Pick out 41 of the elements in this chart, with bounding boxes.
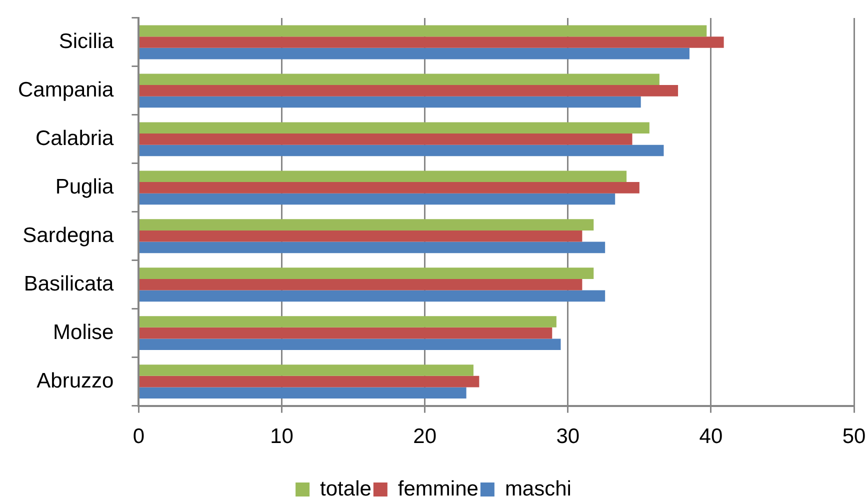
x-tick-label: 10: [270, 425, 294, 448]
bar: [139, 219, 594, 230]
bar: [139, 25, 707, 37]
y-tick-label: Molise: [53, 320, 114, 344]
bar: [139, 230, 582, 242]
x-tick-label: 20: [413, 425, 437, 448]
bar: [139, 387, 466, 399]
bar: [139, 290, 606, 302]
bar: [139, 268, 594, 279]
bar: [139, 134, 632, 145]
bar: [139, 376, 480, 388]
bar: [139, 193, 616, 205]
bar: [139, 96, 641, 108]
bar: [139, 242, 606, 254]
x-tick-label: 40: [699, 425, 723, 448]
bar: [139, 182, 640, 194]
x-tick-label: 30: [556, 425, 580, 448]
bar: [139, 85, 678, 96]
bar: [139, 48, 690, 60]
bar: [139, 144, 664, 156]
y-tick-label: Calabria: [36, 126, 114, 150]
legend-label: femmine: [398, 477, 478, 500]
x-tick-label: 50: [842, 425, 866, 448]
y-tick-label: Campania: [18, 78, 114, 102]
bar: [139, 278, 582, 290]
bar: [139, 170, 627, 182]
y-tick-label: Abruzzo: [36, 369, 114, 392]
x-tick-label: 0: [132, 425, 145, 448]
y-tick-label: Basilicata: [24, 272, 114, 296]
y-tick-label: Sicilia: [58, 30, 114, 54]
y-tick-label: Puglia: [55, 175, 114, 198]
bar: [139, 74, 660, 86]
legend-label: totale: [320, 477, 372, 500]
bar: [139, 327, 552, 339]
bar: [139, 122, 650, 134]
bar: [139, 338, 561, 350]
legend-label: maschi: [504, 477, 572, 500]
bar: [139, 316, 556, 328]
bar: [139, 36, 724, 48]
bar: [139, 364, 474, 376]
y-tick-label: Sardegna: [22, 224, 114, 247]
